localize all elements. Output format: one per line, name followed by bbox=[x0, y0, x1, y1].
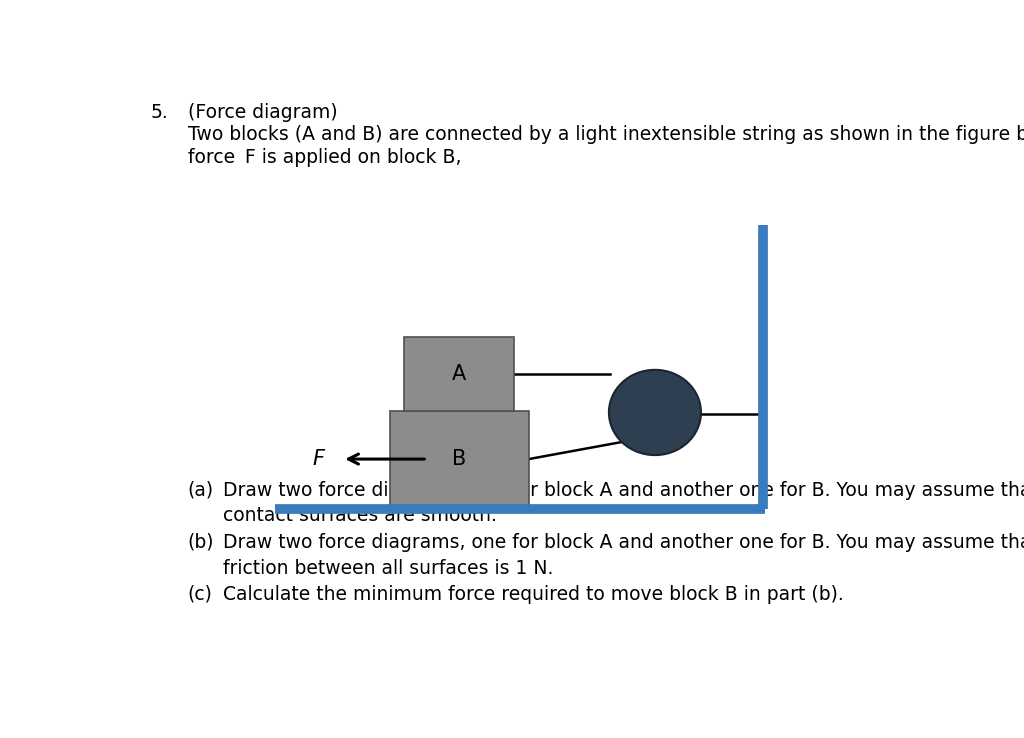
Text: force  F is applied on block B,: force F is applied on block B, bbox=[187, 148, 461, 168]
Text: friction between all surfaces is 1 N.: friction between all surfaces is 1 N. bbox=[223, 559, 554, 578]
Text: (Force diagram): (Force diagram) bbox=[187, 103, 337, 122]
Text: (b): (b) bbox=[187, 533, 214, 552]
Text: F: F bbox=[312, 449, 325, 469]
Text: Draw two force diagrams, one for block A and another one for B. You may assume t: Draw two force diagrams, one for block A… bbox=[223, 533, 1024, 552]
Text: Two blocks (A and B) are connected by a light inextensible string as shown in th: Two blocks (A and B) are connected by a … bbox=[187, 125, 1024, 145]
Bar bbox=[404, 337, 514, 411]
Text: contact surfaces are smooth.: contact surfaces are smooth. bbox=[223, 506, 497, 525]
Text: Draw two force diagrams, one for block A and another one for B. You may assume t: Draw two force diagrams, one for block A… bbox=[223, 480, 1024, 500]
Text: (c): (c) bbox=[187, 584, 212, 604]
Text: 5.: 5. bbox=[151, 103, 168, 122]
Bar bbox=[390, 411, 528, 507]
Text: B: B bbox=[453, 449, 467, 469]
Text: Calculate the minimum force required to move block B in part (b).: Calculate the minimum force required to … bbox=[223, 584, 844, 604]
Text: (a): (a) bbox=[187, 480, 214, 500]
Ellipse shape bbox=[609, 370, 701, 455]
Text: A: A bbox=[452, 364, 466, 384]
